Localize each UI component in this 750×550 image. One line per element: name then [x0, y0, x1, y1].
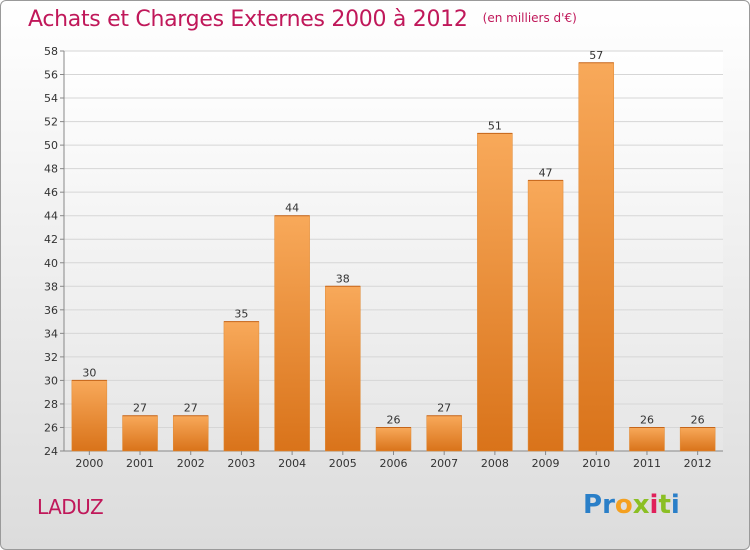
y-tick-label: 28 [44, 398, 58, 411]
data-label: 51 [488, 119, 502, 132]
x-tick-label: 2004 [278, 457, 306, 470]
data-label: 44 [285, 202, 299, 215]
bar-2009 [527, 180, 564, 452]
bar-2011 [629, 427, 665, 452]
logo-letter: P [583, 490, 603, 520]
y-tick-label: 52 [44, 116, 58, 129]
y-tick-label: 56 [44, 69, 58, 82]
logo-letter: t [658, 490, 671, 520]
data-label: 30 [82, 366, 96, 379]
bar-2010 [578, 62, 615, 452]
x-tick-label: 2009 [532, 457, 560, 470]
x-tick-label: 2011 [633, 457, 661, 470]
x-tick-label: 2005 [329, 457, 357, 470]
y-tick-label: 48 [44, 163, 58, 176]
bar-2002 [172, 415, 209, 452]
data-label: 35 [234, 308, 248, 321]
commune-name: LADUZ [37, 495, 104, 519]
x-tick-label: 2007 [430, 457, 458, 470]
logo-letter: r [602, 490, 615, 520]
logo-letter: i [670, 490, 680, 520]
bar-2001 [122, 415, 158, 452]
chart-title: Achats et Charges Externes 2000 à 2012 [28, 7, 468, 32]
bar-2006 [375, 427, 412, 452]
x-tick-label: 2012 [684, 457, 712, 470]
logo-letter: i [649, 490, 659, 520]
bar-2012 [679, 427, 716, 452]
x-tick-label: 2006 [380, 457, 408, 470]
data-label: 57 [589, 49, 603, 62]
y-tick-label: 38 [44, 280, 58, 293]
plot-area [64, 51, 723, 451]
bar-2003 [223, 321, 260, 452]
bar-2005 [325, 286, 361, 452]
data-label: 47 [539, 166, 553, 179]
title-block: Achats et Charges Externes 2000 à 2012 (… [28, 7, 577, 32]
data-label: 27 [133, 402, 147, 415]
logo-letter: o [614, 490, 633, 520]
y-tick-label: 30 [44, 374, 58, 387]
data-label: 26 [387, 413, 401, 426]
proxiti-logo[interactable]: Proxiti [583, 490, 680, 520]
y-tick-label: 50 [44, 139, 58, 152]
logo-letter: x [632, 490, 650, 520]
y-tick-label: 54 [44, 92, 58, 105]
y-tick-label: 40 [44, 257, 58, 270]
chart-subtitle: (en milliers d'€) [482, 11, 577, 25]
y-tick-label: 42 [44, 233, 58, 246]
bar-2004 [274, 215, 310, 452]
bar-2000 [71, 380, 108, 452]
data-label: 27 [437, 402, 451, 415]
y-tick-label: 24 [44, 445, 58, 458]
x-tick-label: 2003 [227, 457, 255, 470]
bar-2008 [477, 133, 513, 452]
x-tick-label: 2002 [177, 457, 205, 470]
x-tick-label: 2010 [582, 457, 610, 470]
x-tick-label: 2000 [75, 457, 103, 470]
y-tick-label: 44 [44, 210, 58, 223]
data-label: 27 [184, 402, 198, 415]
x-tick-label: 2008 [481, 457, 509, 470]
data-label: 26 [640, 413, 654, 426]
data-label: 38 [336, 272, 350, 285]
y-tick-label: 32 [44, 351, 58, 364]
y-tick-label: 34 [44, 327, 58, 340]
y-tick-label: 58 [44, 45, 58, 58]
bar-2007 [426, 415, 462, 452]
x-tick-label: 2001 [126, 457, 154, 470]
y-tick-label: 46 [44, 186, 58, 199]
y-tick-label: 26 [44, 421, 58, 434]
data-label: 26 [691, 413, 705, 426]
y-tick-label: 36 [44, 304, 58, 317]
